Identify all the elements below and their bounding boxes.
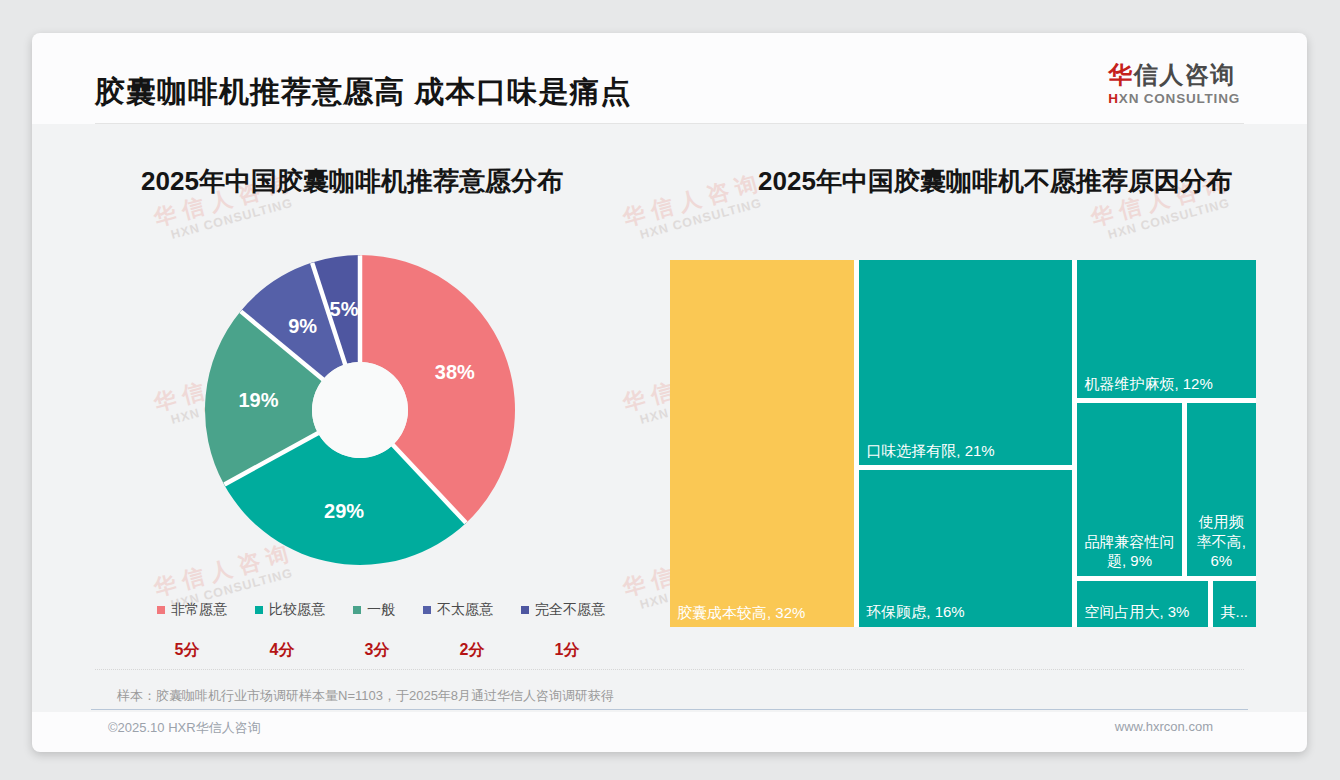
page-title: 胶囊咖啡机推荐意愿高 成本口味是痛点 (95, 72, 631, 113)
treemap-cell-使用频率不高[interactable]: 使用频率不高, 6% (1187, 403, 1256, 576)
legend-label: 比较愿意 (269, 601, 325, 619)
legend-swatch (353, 606, 361, 614)
legend-label: 完全不愿意 (535, 601, 605, 619)
legend-label: 不太愿意 (437, 601, 493, 619)
score-label: 5分 (175, 640, 200, 661)
donut-label: 19% (238, 389, 278, 411)
treemap-cell-空间占用大[interactable]: 空间占用大, 3% (1077, 581, 1207, 627)
score-row: 5分 4分 3分 2分 1分 (32, 640, 1307, 660)
legend-item-一般[interactable]: 一般 (353, 601, 395, 619)
donut-legend: 非常愿意 比较愿意 一般 不太愿意 完全不愿意 (157, 601, 605, 619)
legend-item-完全不愿意[interactable]: 完全不愿意 (521, 601, 605, 619)
company-logo: 华信人咨询 HXN CONSULTING (1108, 59, 1240, 106)
treemap-cell-环保顾虑[interactable]: 环保顾虑, 16% (859, 470, 1072, 627)
treemap-chart: 胶囊成本较高, 32%口味选择有限, 21%环保顾虑, 16%机器维护麻烦, 1… (670, 260, 1256, 627)
donut-label: 29% (324, 500, 364, 522)
sample-note: 样本：胶囊咖啡机行业市场调研样本量N=1103，于2025年8月通过华信人咨询调… (117, 687, 614, 705)
treemap-chart-title: 2025年中国胶囊咖啡机不愿推荐原因分布 (715, 164, 1275, 199)
donut-chart-title: 2025年中国胶囊咖啡机推荐意愿分布 (72, 164, 632, 199)
treemap-cell-胶囊成本较高[interactable]: 胶囊成本较高, 32% (670, 260, 854, 627)
donut-label: 38% (435, 361, 475, 383)
treemap-cell-机器维护麻烦[interactable]: 机器维护麻烦, 12% (1077, 260, 1256, 398)
website-url: www.hxrcon.com (1115, 719, 1213, 734)
legend-swatch (521, 606, 529, 614)
legend-item-比较愿意[interactable]: 比较愿意 (255, 601, 325, 619)
donut-label: 9% (288, 315, 317, 337)
donut-hole (312, 362, 408, 458)
donut-chart: 38% 29% 19% 9% 5% (190, 240, 530, 580)
legend-swatch (255, 606, 263, 614)
copyright-text: ©2025.10 HXR华信人咨询 (108, 719, 261, 737)
legend-item-非常愿意[interactable]: 非常愿意 (157, 601, 227, 619)
score-label: 4分 (270, 640, 295, 661)
chart-panel: 华信人咨询HXN CONSULTING华信人咨询HXN CONSULTING华信… (32, 124, 1307, 712)
treemap-cell-其他[interactable]: 其... (1213, 581, 1256, 627)
legend-label: 一般 (367, 601, 395, 619)
score-label: 2分 (460, 640, 485, 661)
footer-divider (91, 709, 1248, 710)
legend-label: 非常愿意 (171, 601, 227, 619)
logo-english: HXN CONSULTING (1108, 91, 1240, 106)
donut-label: 5% (330, 298, 359, 320)
legend-swatch (423, 606, 431, 614)
legend-swatch (157, 606, 165, 614)
score-label: 1分 (555, 640, 580, 661)
dotted-divider (95, 669, 1244, 670)
treemap-cell-口味选择有限[interactable]: 口味选择有限, 21% (859, 260, 1072, 465)
score-label: 3分 (365, 640, 390, 661)
legend-item-不太愿意[interactable]: 不太愿意 (423, 601, 493, 619)
treemap-cell-品牌兼容性问题[interactable]: 品牌兼容性问题, 9% (1077, 403, 1181, 576)
logo-chinese: 华信人咨询 (1108, 59, 1240, 91)
slide-card: 胶囊咖啡机推荐意愿高 成本口味是痛点 华信人咨询 HXN CONSULTING … (32, 33, 1307, 752)
